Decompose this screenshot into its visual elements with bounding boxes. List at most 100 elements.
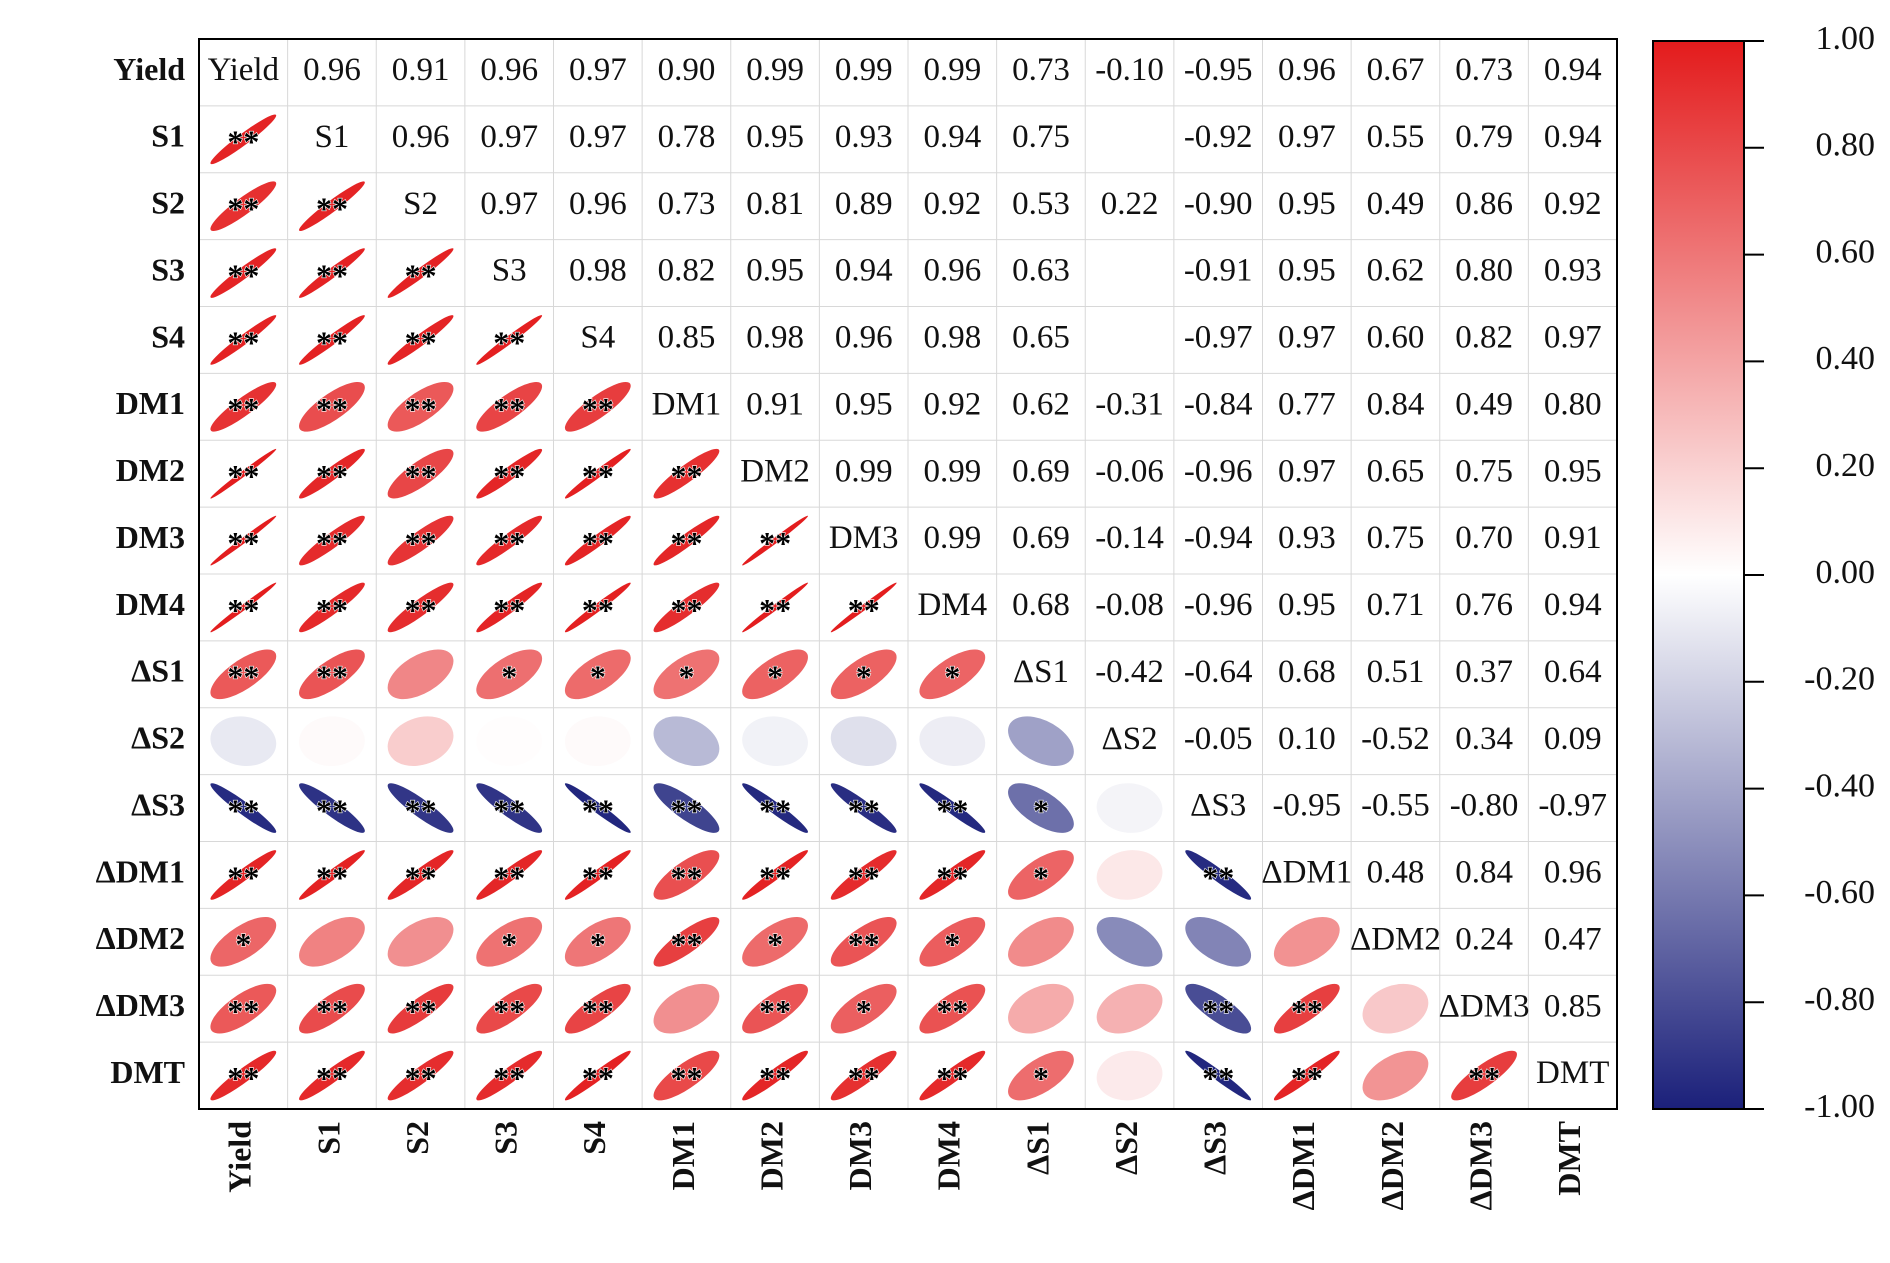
- value-label: 0.91: [392, 52, 450, 88]
- correlation-ellipse: [653, 716, 720, 767]
- significance-mark: **: [227, 124, 259, 160]
- colorbar-tick-label: 0.20: [1816, 447, 1876, 484]
- significance-mark: **: [227, 659, 259, 695]
- value-label: 0.97: [1278, 453, 1336, 489]
- correlation-ellipse: [1008, 783, 1074, 833]
- correlation-ellipse: [1008, 716, 1074, 767]
- value-label: 0.75: [1012, 119, 1070, 155]
- significance-mark: **: [1291, 1060, 1323, 1096]
- significance-mark: *: [1033, 859, 1049, 895]
- correlation-ellipse: [653, 649, 720, 700]
- value-label: 0.63: [1012, 253, 1070, 289]
- value-label: 0.95: [1278, 253, 1336, 289]
- significance-mark: **: [848, 1060, 880, 1096]
- value-label: 0.47: [1544, 921, 1602, 957]
- value-label: 0.75: [1455, 453, 1513, 489]
- significance-mark: **: [405, 458, 437, 494]
- value-label: 0.96: [569, 186, 627, 222]
- significance-mark: **: [227, 257, 259, 293]
- column-label: Yield: [222, 1121, 258, 1193]
- value-label: -0.14: [1095, 520, 1164, 556]
- colorbar-tick-label: -0.60: [1804, 874, 1875, 911]
- row-label: DM1: [116, 385, 185, 421]
- correlation-ellipse: [742, 850, 808, 900]
- correlation-ellipse: [476, 515, 543, 566]
- value-label: 0.49: [1455, 386, 1513, 422]
- correlation-ellipse: [653, 448, 720, 499]
- diagonal-label: DM4: [917, 587, 987, 623]
- significance-mark: **: [936, 993, 968, 1029]
- value-label: 0.68: [1012, 587, 1070, 623]
- correlation-ellipse: [742, 716, 808, 767]
- significance-mark: **: [848, 792, 880, 828]
- correlation-ellipse: [476, 381, 543, 432]
- significance-mark: **: [405, 1060, 437, 1096]
- correlation-ellipse: [1096, 916, 1163, 967]
- value-label: 0.85: [1544, 988, 1602, 1024]
- row-label: Yield: [113, 51, 185, 87]
- significance-mark: **: [227, 792, 259, 828]
- value-label: 0.96: [392, 119, 450, 155]
- significance-mark: **: [670, 926, 702, 962]
- correlation-ellipse: [742, 649, 808, 700]
- value-label: 0.77: [1278, 386, 1336, 422]
- significance-mark: **: [582, 859, 614, 895]
- value-label: 0.70: [1455, 520, 1513, 556]
- correlation-ellipse: [1096, 983, 1163, 1034]
- value-label: 0.82: [1455, 320, 1513, 356]
- diagonal-label: DMT: [1536, 1055, 1609, 1091]
- significance-mark: **: [316, 859, 348, 895]
- significance-mark: **: [670, 859, 702, 895]
- value-label: -0.06: [1095, 453, 1164, 489]
- frame: [198, 38, 1618, 1110]
- value-label: 0.48: [1367, 855, 1425, 891]
- value-label: 0.99: [835, 52, 893, 88]
- significance-mark: **: [316, 993, 348, 1029]
- value-label: 0.37: [1455, 654, 1513, 690]
- row-label: ΔS2: [131, 720, 185, 756]
- value-label: 0.22: [1101, 186, 1159, 222]
- significance-mark: **: [582, 1060, 614, 1096]
- significance-mark: **: [670, 1060, 702, 1096]
- value-label: -0.97: [1184, 320, 1253, 356]
- correlation-ellipse: [1362, 1050, 1429, 1101]
- significance-mark: **: [316, 324, 348, 360]
- correlation-ellipse: [299, 381, 365, 432]
- correlation-ellipse: [210, 582, 277, 633]
- significance-mark: **: [493, 592, 525, 628]
- correlation-ellipse: [210, 1050, 277, 1101]
- significance-mark: *: [1033, 792, 1049, 828]
- correlation-ellipse: [830, 1050, 897, 1101]
- value-label: 0.55: [1367, 119, 1425, 155]
- value-label: -0.91: [1184, 253, 1253, 289]
- value-label: 0.69: [1012, 453, 1070, 489]
- value-label: 0.49: [1367, 186, 1425, 222]
- correlation-ellipse: [742, 1050, 808, 1101]
- value-label: 0.93: [1544, 253, 1602, 289]
- value-label: 0.96: [480, 52, 538, 88]
- value-label: -0.42: [1095, 654, 1164, 690]
- correlation-ellipse: [210, 783, 277, 833]
- correlation-ellipse: [210, 850, 277, 900]
- significance-mark: **: [405, 525, 437, 561]
- correlation-ellipse: [830, 983, 897, 1034]
- significance-mark: **: [1202, 859, 1234, 895]
- value-label: -0.96: [1184, 587, 1253, 623]
- correlation-ellipse: [299, 916, 365, 967]
- correlation-ellipse: [919, 1050, 986, 1101]
- significance-mark: **: [670, 525, 702, 561]
- correlation-ellipse: [1008, 983, 1074, 1034]
- correlation-ellipse: [919, 716, 986, 767]
- significance-mark: *: [501, 926, 517, 962]
- value-label: 0.98: [923, 320, 981, 356]
- diagonal-label: ΔS2: [1102, 721, 1158, 757]
- significance-mark: **: [582, 993, 614, 1029]
- significance-mark: **: [227, 458, 259, 494]
- value-label: 0.99: [923, 52, 981, 88]
- column-label: ΔS3: [1197, 1121, 1233, 1175]
- column-label: ΔS2: [1108, 1121, 1144, 1175]
- value-label: -0.95: [1272, 788, 1341, 824]
- correlation-ellipse: [210, 381, 277, 432]
- colorbar-tick-label: 1.00: [1816, 20, 1876, 57]
- colorbar-tick-label: -1.00: [1804, 1088, 1875, 1125]
